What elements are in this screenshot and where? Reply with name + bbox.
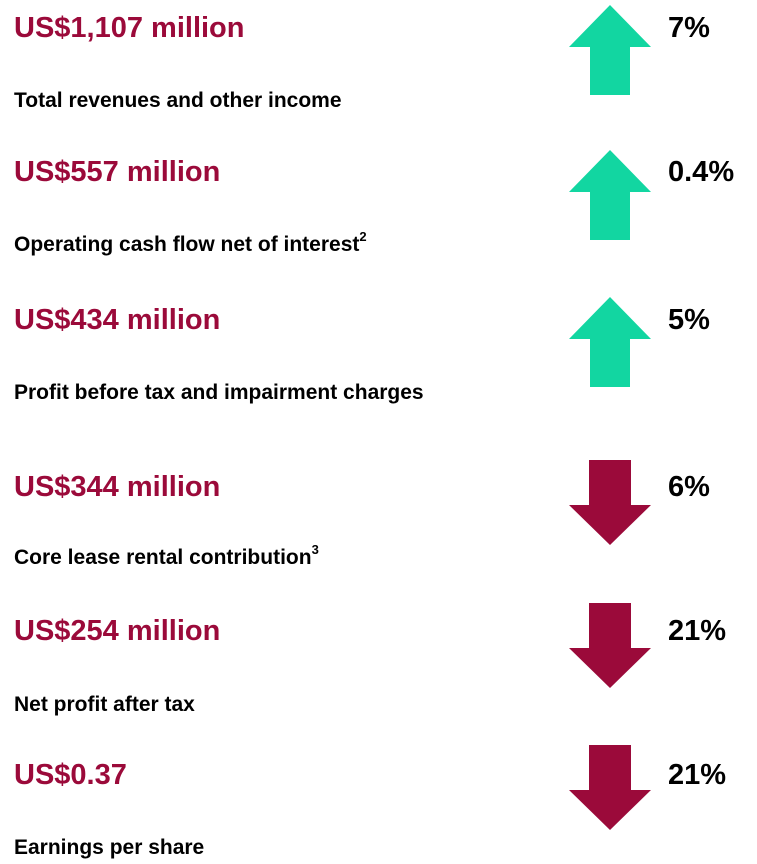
change-value: 6% [668, 471, 710, 503]
footnote: 3 [311, 542, 319, 557]
label-text: Total revenues and other income [14, 89, 342, 112]
change-value: 0.4% [668, 156, 735, 188]
arrow-down [569, 745, 651, 830]
metric-label: Operating cash flow net of interest2 [14, 229, 434, 261]
metric-value: US$254 million [14, 615, 221, 647]
arrow-down [569, 603, 651, 688]
label-text: Core lease rental contribution [14, 546, 312, 569]
metric-value: US$0.37 [14, 759, 127, 791]
metric-label: Total revenues and other income [14, 85, 434, 117]
label-text: Earnings per share [14, 836, 205, 859]
metric-label: Core lease rental contribution3 [14, 542, 434, 574]
metric-label: Net profit after tax [14, 689, 434, 721]
metric-label: Profit before tax and impairment charges [14, 377, 434, 409]
arrow-down [569, 460, 651, 545]
change-value: 5% [668, 304, 710, 336]
arrow-up [569, 150, 651, 240]
change-value: 21% [668, 615, 727, 647]
metric-value: US$557 million [14, 156, 221, 188]
arrow-up [569, 5, 651, 95]
metric-value: US$1,107 million [14, 12, 245, 44]
footnote: 2 [359, 229, 367, 244]
change-value: 7% [668, 12, 710, 44]
metric-label: Earnings per share [14, 832, 434, 864]
arrow-up [569, 297, 651, 387]
label-text: Profit before tax and impairment charges [14, 381, 424, 404]
label-text: Net profit after tax [14, 693, 195, 716]
label-text: Operating cash flow net of interest [14, 233, 360, 256]
metric-value: US$344 million [14, 471, 221, 503]
metric-value: US$434 million [14, 304, 221, 336]
change-value: 21% [668, 759, 727, 791]
